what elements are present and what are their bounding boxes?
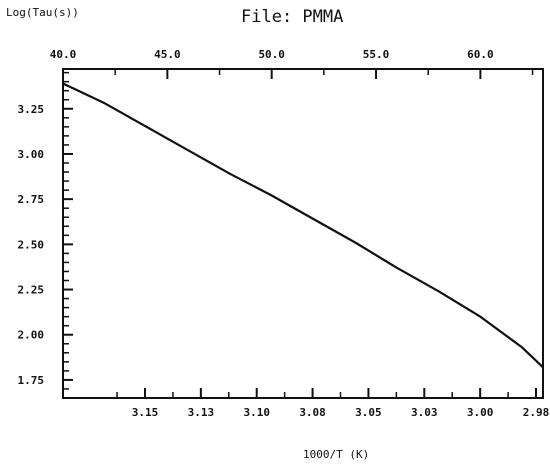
- top-tick-label: 60.0: [467, 48, 494, 61]
- bottom-tick-label: 3.03: [411, 406, 438, 419]
- y-axis: 3.25 3.00 2.75 2.50 2.25 2.00 1.75: [18, 71, 73, 390]
- y-tick-label: 3.25: [18, 103, 45, 116]
- bottom-tick-label: 3.00: [467, 406, 494, 419]
- bottom-tick-label: 2.98: [523, 406, 550, 419]
- top-tick-label: 55.0: [363, 48, 390, 61]
- series-line: [62, 82, 544, 369]
- top-tick-label: 45.0: [154, 48, 181, 61]
- chart-title: File: PMMA: [241, 7, 343, 27]
- y-tick-label: 1.75: [18, 374, 45, 387]
- bottom-tick-label: 3.05: [355, 406, 382, 419]
- bottom-axis: 3.15 3.13 3.10 3.08 3.05 3.03 3.00 2.98: [116, 388, 550, 419]
- plot-frame: [62, 68, 544, 399]
- bottom-tick-label: 3.13: [188, 406, 215, 419]
- top-tick-label: 50.0: [258, 48, 285, 61]
- bottom-tick-label: 3.10: [243, 406, 270, 419]
- y-tick-label: 3.00: [18, 148, 45, 161]
- y-tick-label: 2.25: [18, 284, 45, 297]
- bottom-tick-label: 3.15: [132, 406, 159, 419]
- y-axis-label: Log(Tau(s)): [6, 6, 79, 19]
- y-tick-label: 2.50: [18, 238, 45, 251]
- bottom-tick-label: 3.08: [299, 406, 326, 419]
- top-axis: 40.0 45.0 50.0 55.0 60.0: [50, 48, 534, 79]
- x-axis-label: 1000/T (K): [303, 448, 369, 461]
- series-layer: [62, 82, 544, 369]
- y-tick-label: 2.00: [18, 329, 45, 342]
- y-tick-label: 2.75: [18, 193, 45, 206]
- top-tick-label: 40.0: [50, 48, 77, 61]
